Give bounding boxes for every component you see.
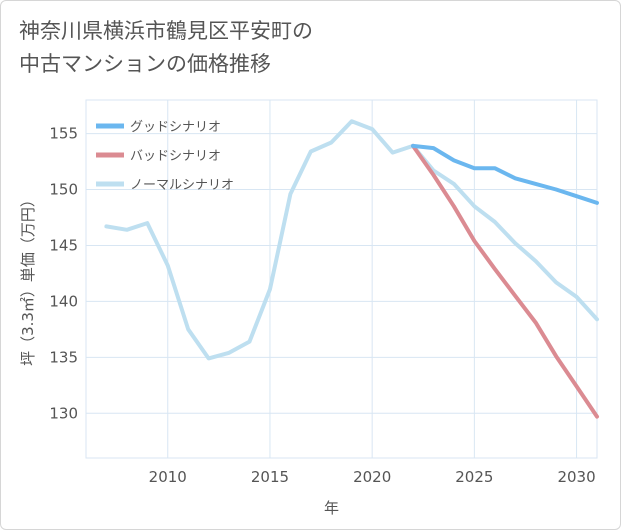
- grid-lines: [85, 99, 598, 459]
- y-tick-label: 140: [49, 292, 78, 310]
- legend-label-normal: ノーマルシナリオ: [130, 178, 234, 193]
- series-line-good: [411, 143, 599, 205]
- y-tick-label: 145: [49, 236, 78, 254]
- plot-frame: [85, 99, 598, 459]
- y-tick-label: 130: [49, 404, 78, 422]
- series-line-normal: [104, 119, 599, 361]
- series-lines: [104, 119, 599, 419]
- x-tick-label: 2025: [455, 468, 493, 486]
- x-tick-label: 2030: [557, 468, 595, 486]
- x-tick-label: 2010: [149, 468, 187, 486]
- chart-title: 神奈川県横浜市鶴見区平安町の 中古マンションの価格推移: [19, 15, 313, 81]
- y-axis-title: 坪（3.3㎡）単価（万円）: [19, 192, 37, 366]
- legend-label-bad: バッドシナリオ: [130, 149, 221, 164]
- chart-title-line-2: 中古マンションの価格推移: [19, 52, 271, 76]
- x-tick-label: 2020: [353, 468, 391, 486]
- y-tick-label: 150: [49, 181, 78, 199]
- x-axis-title: 年: [324, 499, 339, 517]
- series-line-bad: [411, 143, 599, 419]
- chart-title-line-1: 神奈川県横浜市鶴見区平安町の: [19, 19, 313, 43]
- y-tick-label: 155: [49, 125, 78, 143]
- axes: 130 135 140 145 150 155 2010 2015 2020 2025 2030 年 坪…: [19, 125, 596, 517]
- legend-label-good: グッドシナリオ: [130, 120, 221, 135]
- y-tick-label: 135: [49, 348, 78, 366]
- x-tick-label: 2015: [251, 468, 289, 486]
